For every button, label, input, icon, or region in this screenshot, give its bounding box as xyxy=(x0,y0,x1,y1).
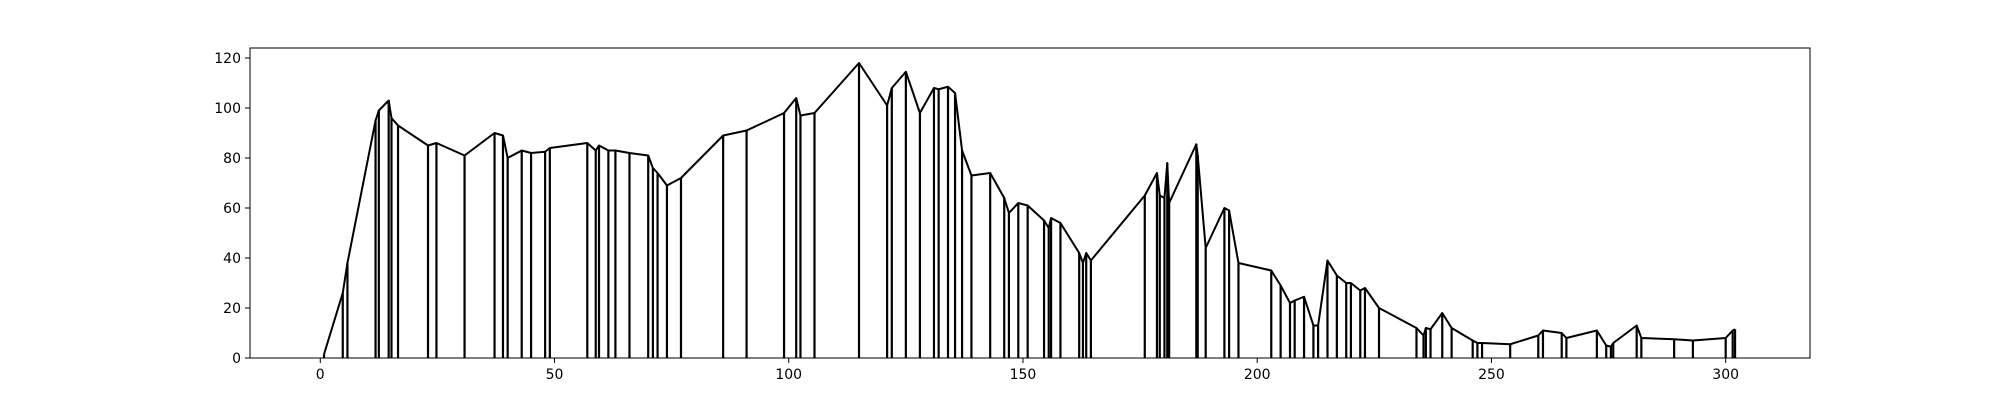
x-tick-label: 150 xyxy=(1010,367,1037,383)
x-tick-label: 250 xyxy=(1478,367,1505,383)
y-tick-label: 20 xyxy=(223,301,241,317)
plot-frame xyxy=(249,47,1811,359)
y-tick-label: 40 xyxy=(223,251,241,267)
x-tick-label: 50 xyxy=(546,367,564,383)
x-tick-label: 100 xyxy=(775,367,802,383)
y-tick-label: 80 xyxy=(223,151,241,167)
x-tick-label: 300 xyxy=(1712,367,1739,383)
y-tick-label: 100 xyxy=(214,101,241,117)
x-tick-label: 200 xyxy=(1244,367,1271,383)
y-tick-label: 120 xyxy=(214,51,241,67)
x-axis: 0 50 100 150 200 250 300 xyxy=(316,358,1739,383)
y-tick-label: 0 xyxy=(232,351,241,367)
y-axis: 0 20 40 60 80 100 120 xyxy=(214,51,250,367)
series-line xyxy=(323,62,1736,355)
drop-lines xyxy=(322,63,1737,358)
y-tick-label: 60 xyxy=(223,201,241,217)
x-tick-label: 0 xyxy=(316,367,325,383)
